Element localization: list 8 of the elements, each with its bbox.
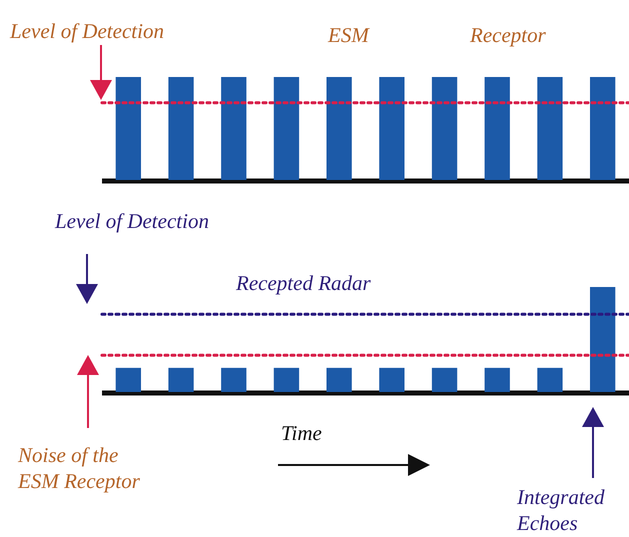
text: Receptor xyxy=(470,22,546,48)
x-axis-title: Time xyxy=(281,420,322,446)
text: Noise of the ESM Receptor xyxy=(18,442,141,494)
ref-line-label: Level of Detection xyxy=(10,18,164,44)
annotation: Recepted Radar xyxy=(236,270,371,296)
text: ESM xyxy=(328,22,369,48)
ref-line-label: Level of Detection xyxy=(55,208,209,234)
text: Integrated Echoes xyxy=(517,484,606,536)
